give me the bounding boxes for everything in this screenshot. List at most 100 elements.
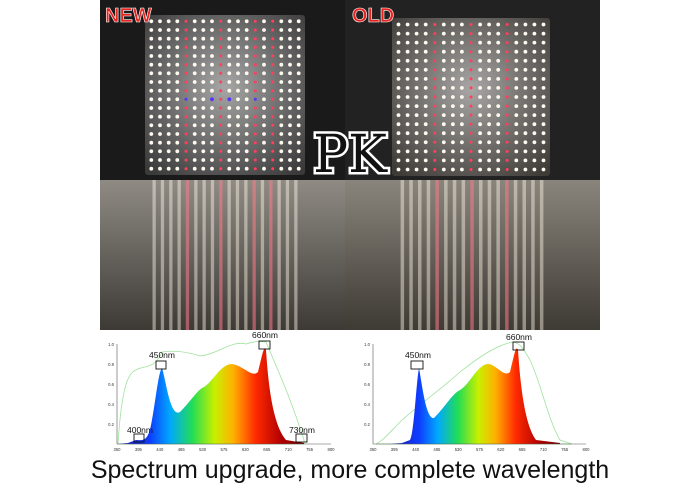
white-light-streak [409,180,413,330]
white-led [460,86,464,90]
white-led [296,71,301,76]
white-led [405,67,410,72]
red-led [219,89,223,93]
white-led [423,167,428,172]
old-floor-light [400,180,544,330]
white-led [175,88,180,93]
white-led [532,131,537,136]
white-led [414,104,419,108]
white-led [288,80,292,84]
white-led [514,158,519,163]
white-led [496,122,501,127]
red-led [433,77,437,81]
red-led [433,41,437,45]
white-led [149,36,154,41]
white-led [166,123,171,128]
white-led [487,67,491,72]
red-led [253,89,257,93]
y-tick-label: 1.0 [108,342,114,347]
y-tick-label: 0.4 [364,402,370,407]
white-led [175,166,180,171]
white-led [487,58,491,63]
white-led [201,140,206,145]
white-led [236,132,240,136]
white-led [423,40,428,45]
red-led [469,86,473,90]
white-led [201,88,206,93]
red-led [469,41,473,45]
white-led [175,97,180,102]
white-led [262,158,266,162]
white-led [460,167,464,172]
white-led [441,140,446,145]
white-led [166,28,171,32]
white-led [279,36,284,41]
white-led [279,19,284,24]
white-led [210,36,214,41]
white-light-streak [260,180,265,330]
white-led [236,114,240,119]
white-led [296,140,301,145]
red-led [433,86,437,90]
peak-label: 450nm [405,350,431,360]
white-led [487,140,491,145]
red-led [253,123,257,127]
white-led [244,106,249,110]
white-led [478,40,482,45]
white-led [192,62,197,67]
white-led [523,131,528,136]
white-led [514,113,519,117]
white-led [227,88,232,93]
red-led [469,113,473,117]
white-led [414,95,419,99]
white-led [149,132,154,136]
red-led [505,86,509,90]
white-led [441,58,446,63]
white-led [236,88,240,93]
red-led [253,158,257,162]
white-led [451,22,455,27]
white-led [405,58,410,63]
white-led [296,97,301,102]
white-led [296,106,301,110]
white-led [460,158,464,163]
white-led [460,122,464,127]
red-led [253,115,257,119]
white-led [192,88,197,93]
new-led-array [149,19,301,171]
white-led [227,114,232,119]
white-led [405,77,410,81]
white-led [227,71,232,76]
red-led [253,141,257,145]
red-led [505,68,509,72]
white-led [441,158,446,163]
white-led [244,54,249,58]
white-led [288,123,292,128]
white-led [279,54,284,58]
white-led [288,140,292,145]
white-led [523,140,528,145]
white-led [227,80,232,84]
white-led [192,80,197,84]
blue-led [210,97,214,102]
white-led [478,67,482,72]
white-led [192,132,197,136]
white-led [175,54,180,58]
white-led [423,77,428,81]
white-led [523,86,528,90]
white-led [541,77,546,81]
white-led [478,122,482,127]
red-led [271,106,275,110]
red-led [219,19,223,23]
red-led [433,168,437,171]
white-led [158,132,162,136]
white-light-streak [235,180,240,330]
white-led [523,31,528,36]
white-led [149,88,154,93]
white-led [441,95,446,99]
red-led [253,80,257,84]
white-led [487,149,491,154]
white-light-streak [169,180,173,330]
white-led [460,104,464,108]
white-led [149,97,154,102]
